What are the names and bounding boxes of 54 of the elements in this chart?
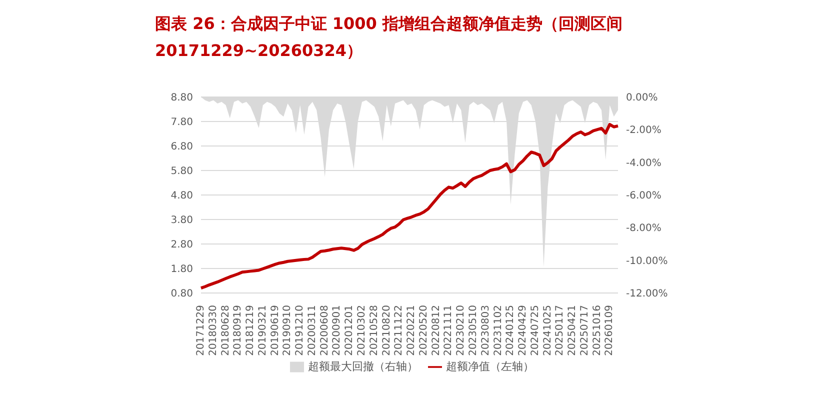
y-tick-label: 0.80 [170, 288, 193, 300]
x-tick-label: 20240429 [518, 305, 529, 356]
x-tick-label: 20250717 [579, 305, 590, 356]
x-tick-label: 20240725 [530, 305, 541, 356]
x-tick-label: 20171229 [196, 305, 206, 356]
x-tick-label: 20251016 [592, 305, 603, 356]
x-tick-label: 20181219 [245, 305, 256, 356]
y2-tick-label: 0.00% [626, 92, 658, 104]
chart-title: 图表 26：合成因子中证 1000 指增组合超额净值走势（回测区间 20171229~20260324） [155, 13, 624, 62]
x-tick-label: 20240125 [505, 305, 516, 356]
y-tick-label: 3.80 [170, 215, 193, 226]
x-tick-label: 20180919 [232, 305, 244, 356]
y2-tick-label: -8.00% [626, 223, 662, 234]
x-tick-label: 20211122 [394, 305, 405, 356]
legend-label: 超额最大回撤（右轴） [308, 360, 418, 373]
legend-label: 超额净值（左轴） [446, 360, 534, 373]
x-tick-label: 20210302 [356, 305, 368, 356]
x-tick-label: 20180628 [220, 305, 232, 356]
x-tick-label: 20230803 [480, 305, 492, 356]
x-tick-label: 20200311 [306, 305, 318, 356]
x-tick-label: 20220520 [418, 305, 430, 356]
x-tick-label: 20230210 [456, 305, 467, 356]
x-tick-label: 20190910 [282, 305, 294, 356]
x-tick-label: 20200608 [319, 305, 330, 356]
y2-tick-label: -6.00% [626, 190, 662, 202]
y2-tick-label: -2.00% [626, 125, 662, 136]
y2-tick-label: -12.00% [626, 288, 668, 300]
y-tick-label: 4.80 [170, 190, 193, 202]
y-tick-label: 2.80 [170, 240, 193, 251]
x-tick-label: 20210820 [381, 305, 392, 356]
x-tick-label: 20250117 [554, 305, 566, 356]
y-tick-label: 5.80 [170, 166, 193, 178]
x-tick-label: 20241025 [542, 305, 554, 356]
x-tick-label: 20220812 [430, 305, 442, 356]
x-tick-label: 20230510 [468, 305, 479, 356]
line-series [200, 122, 620, 290]
x-tick-label: 20210528 [368, 305, 380, 356]
x-tick-label: 20180330 [208, 305, 219, 356]
x-tick-label: 20231102 [492, 305, 504, 356]
x-tick-label: 20220221 [406, 305, 418, 356]
x-tick-label: 20221111 [443, 305, 454, 356]
y-tick-label: 8.80 [170, 92, 193, 104]
x-tick-label: 20250421 [567, 305, 578, 356]
x-tick-label: 20191210 [294, 305, 306, 356]
y-tick-label: 1.80 [170, 264, 193, 276]
x-tick-label: 20190619 [270, 305, 281, 356]
x-tick-label: 20260109 [604, 305, 616, 356]
x-tick-label: 20201201 [344, 305, 356, 356]
x-tick-label: 20190321 [257, 305, 268, 356]
y-tick-label: 7.80 [170, 117, 193, 128]
y2-tick-label: -4.00% [626, 158, 662, 169]
y2-tick-label: -10.00% [626, 256, 668, 267]
x-tick-label: 20200901 [332, 305, 343, 356]
y-tick-label: 6.80 [170, 142, 193, 153]
